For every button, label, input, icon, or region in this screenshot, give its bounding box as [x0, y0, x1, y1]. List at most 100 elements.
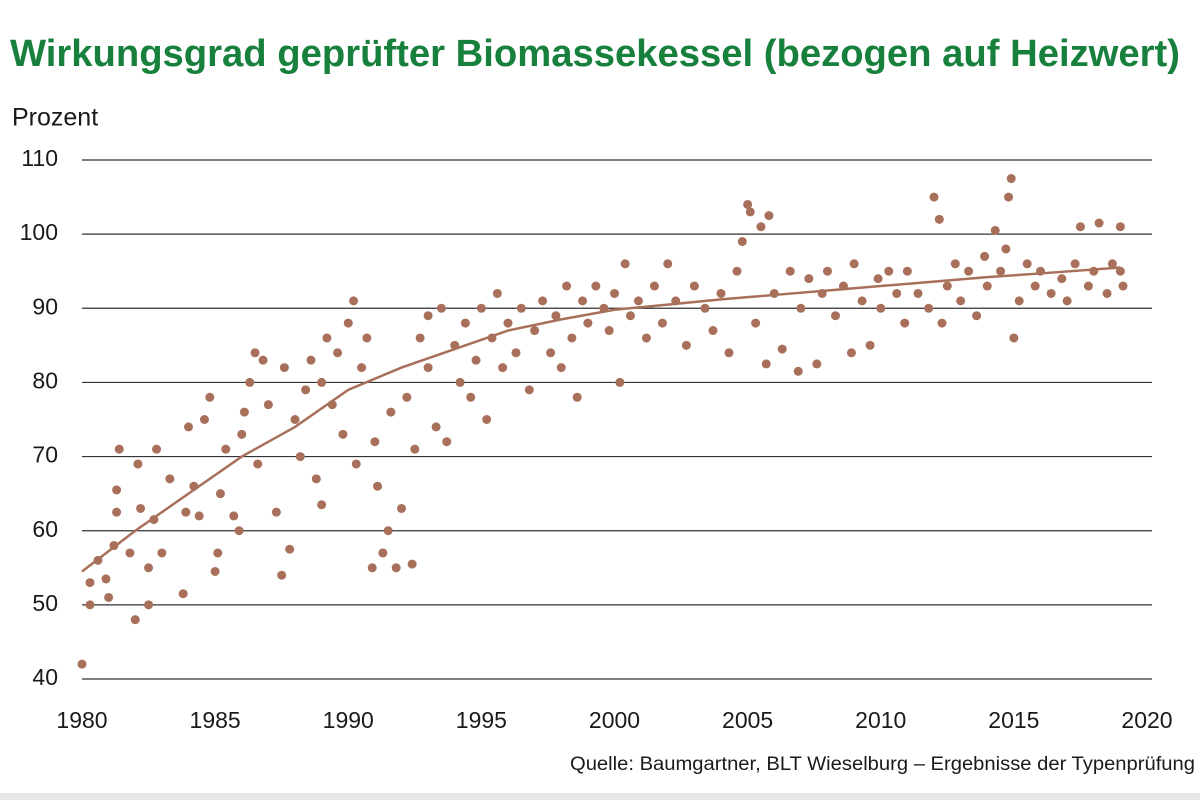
data-point: [793, 366, 803, 376]
data-point: [1001, 244, 1011, 254]
data-point: [112, 485, 122, 495]
data-point: [144, 563, 154, 573]
data-point: [865, 340, 875, 350]
data-point: [423, 311, 433, 321]
data-point: [884, 266, 894, 276]
data-point: [996, 266, 1006, 276]
y-tick-label: 110: [21, 145, 58, 171]
data-point: [181, 507, 191, 517]
data-point: [942, 281, 952, 291]
data-point: [306, 355, 316, 365]
data-point: [165, 474, 175, 484]
data-point: [578, 296, 588, 306]
data-point: [937, 318, 947, 328]
data-point: [245, 377, 255, 387]
x-tick-label: 2010: [855, 707, 906, 733]
data-point: [250, 348, 260, 358]
data-point: [902, 266, 912, 276]
x-tick-label: 2000: [589, 707, 640, 733]
y-tick-label: 50: [32, 590, 58, 616]
data-point: [301, 385, 311, 395]
data-point: [263, 400, 273, 410]
chart-title: Wirkungsgrad geprüfter Biomassekessel (b…: [10, 33, 1180, 75]
data-point: [397, 503, 406, 513]
y-axis-label: Prozent: [12, 104, 98, 132]
data-point: [194, 511, 204, 521]
data-point: [1107, 259, 1117, 269]
data-point: [498, 363, 508, 373]
data-point: [700, 303, 710, 313]
data-point: [317, 377, 327, 387]
data-point: [615, 377, 625, 387]
data-point: [144, 600, 154, 610]
data-point: [785, 266, 795, 276]
data-point: [1118, 281, 1128, 291]
data-point: [492, 288, 502, 298]
data-point: [258, 355, 268, 365]
y-tick-label: 90: [32, 293, 58, 319]
data-point: [610, 288, 619, 298]
data-point: [732, 266, 742, 276]
data-point: [482, 415, 492, 424]
data-point: [239, 407, 249, 417]
data-point: [178, 589, 188, 599]
data-point: [423, 363, 433, 373]
data-point: [913, 288, 923, 298]
data-point: [234, 526, 244, 536]
data-point: [716, 288, 726, 298]
data-point: [756, 222, 766, 232]
data-point: [77, 659, 87, 669]
data-point: [583, 318, 593, 328]
data-point: [157, 548, 167, 558]
x-tick-label: 2005: [722, 707, 773, 733]
data-point: [737, 237, 747, 247]
x-tick-label: 2015: [988, 707, 1039, 733]
data-point: [431, 422, 441, 432]
data-point: [900, 318, 910, 328]
data-point: [620, 259, 630, 269]
data-point: [743, 199, 753, 209]
data-point: [551, 311, 561, 321]
data-point: [604, 326, 614, 336]
data-point: [873, 274, 883, 284]
data-point: [136, 503, 146, 513]
data-point: [229, 511, 239, 521]
data-point: [876, 303, 886, 313]
data-point: [1046, 288, 1056, 298]
data-point: [311, 474, 321, 484]
data-point: [657, 318, 667, 328]
data-point: [471, 355, 481, 365]
data-point: [503, 318, 513, 328]
data-point: [1009, 333, 1019, 343]
y-tick-label: 40: [32, 664, 58, 690]
data-point: [317, 500, 327, 510]
data-point: [857, 296, 867, 306]
data-point: [455, 377, 465, 387]
data-point: [530, 326, 540, 336]
data-point: [761, 359, 771, 369]
data-point: [950, 259, 960, 269]
data-point: [591, 281, 601, 291]
data-point: [1004, 192, 1014, 202]
data-point: [1083, 281, 1093, 291]
data-point: [516, 303, 526, 313]
data-point: [1006, 174, 1016, 184]
data-point: [460, 318, 470, 328]
data-point: [751, 318, 761, 328]
data-point: [407, 559, 417, 569]
data-point: [152, 444, 162, 454]
data-point: [362, 333, 372, 343]
data-point: [964, 266, 974, 276]
data-point: [104, 592, 114, 602]
data-point: [466, 392, 476, 402]
data-point: [1115, 266, 1125, 276]
y-tick-label: 60: [32, 516, 58, 542]
data-point: [929, 192, 939, 202]
data-point: [338, 429, 348, 439]
data-point: [271, 507, 281, 517]
source-note: Quelle: Baumgartner, BLT Wieselburg – Er…: [570, 754, 1195, 775]
data-point: [982, 281, 992, 291]
data-point: [625, 311, 635, 321]
data-point: [85, 600, 95, 610]
data-point: [823, 266, 832, 276]
